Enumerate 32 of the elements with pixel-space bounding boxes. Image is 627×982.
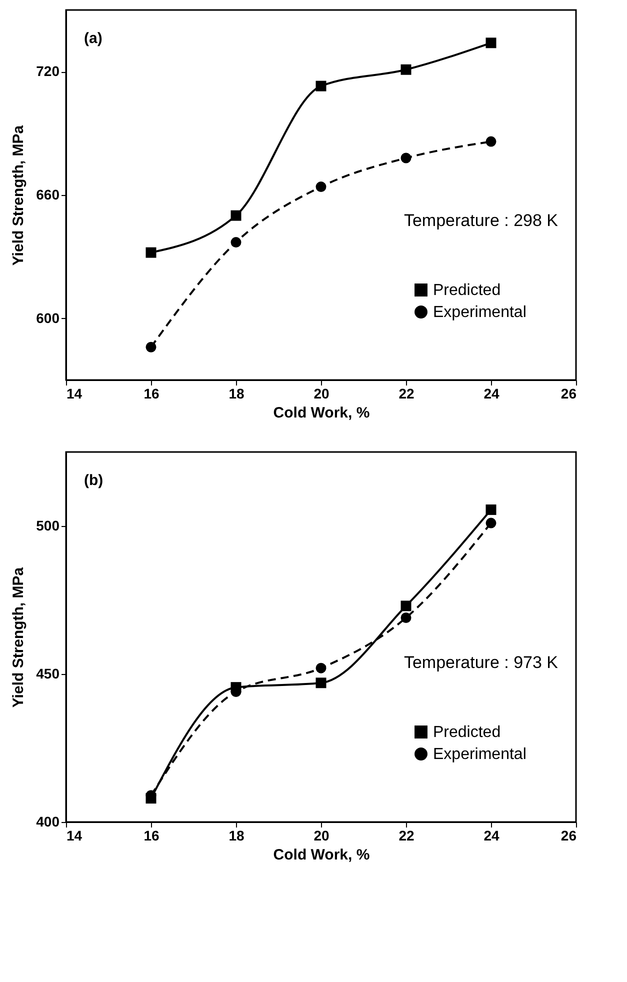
x-tick-label: 26	[560, 828, 577, 844]
y-tick-label: 500	[36, 518, 60, 534]
x-tick-label: 22	[398, 386, 414, 402]
x-tick-label: 14	[66, 386, 82, 402]
y-tick-label: 720	[36, 63, 60, 80]
y-axis-title: Yield Strength, MPa	[10, 566, 28, 708]
x-tick-label: 18	[228, 386, 244, 402]
x-tick-label: 24	[484, 386, 500, 402]
x-tick-label: 14	[66, 828, 82, 844]
annotation: Temperature : 298 K	[404, 210, 559, 230]
x-axis-title: Cold Work, %	[273, 404, 370, 422]
y-tick-label: 400	[36, 814, 60, 830]
x-tick-label: 22	[398, 828, 414, 844]
x-tick-label: 16	[144, 828, 160, 844]
legend-label: Predicted	[433, 724, 501, 741]
y-tick-label: 600	[36, 310, 60, 326]
y-axis-title: Yield Strength, MPa	[10, 124, 28, 266]
x-tick-label: 26	[560, 386, 577, 402]
annotation: (a)	[84, 30, 102, 47]
legend-label: Experimental	[433, 746, 526, 763]
x-tick-label: 16	[144, 386, 160, 402]
x-tick-label: 20	[314, 828, 330, 844]
x-tick-label: 24	[484, 828, 500, 844]
x-axis-title: Cold Work, %	[273, 846, 370, 864]
annotation: (b)	[84, 472, 104, 489]
y-tick-label: 450	[36, 666, 60, 682]
y-tick-label: 660	[36, 186, 60, 202]
annotation: Temperature : 973 K	[404, 652, 559, 672]
legend-label: Predicted	[433, 282, 501, 299]
x-tick-label: 18	[228, 828, 244, 844]
legend-label: Experimental	[433, 304, 526, 321]
x-tick-label: 20	[314, 386, 330, 402]
